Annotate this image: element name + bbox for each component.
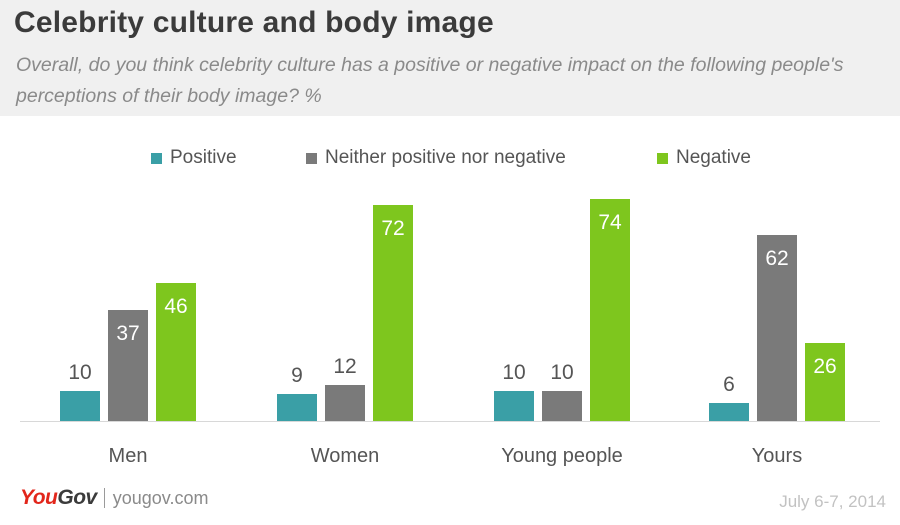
value-label-women-positive: 9 [291, 364, 303, 387]
legend-label-negative: Negative [676, 147, 751, 168]
bar-yours-positive [709, 403, 749, 421]
value-label-yours-negative: 26 [813, 355, 836, 378]
value-label-women-neither-positive-nor-negative: 12 [333, 355, 356, 378]
bar-women-neither-positive-nor-negative [325, 385, 365, 421]
chart-title: Celebrity culture and body image [14, 6, 494, 39]
footer-url: yougov.com [112, 488, 209, 508]
legend-swatch-negative [657, 152, 668, 164]
bar-women-positive [277, 394, 317, 421]
legend-swatch-neither [306, 152, 317, 164]
bar-women-negative [373, 205, 413, 421]
bar-young-people-neither-positive-nor-negative [542, 391, 582, 421]
value-label-men-neither-positive-nor-negative: 37 [116, 322, 139, 345]
bar-yours-negative [805, 343, 845, 421]
value-label-yours-neither-positive-nor-negative: 62 [765, 247, 788, 270]
value-label-women-negative: 72 [381, 217, 404, 240]
category-label-yours: Yours [752, 445, 802, 467]
bar-men-positive [60, 391, 100, 421]
legend-label-neither: Neither positive nor negative [325, 147, 566, 168]
bar-young-people-positive [494, 391, 534, 421]
value-label-young-people-negative: 74 [598, 211, 622, 234]
chart-header: Celebrity culture and body image Overall… [0, 0, 900, 116]
legend-item-positive: Positive [151, 145, 237, 171]
value-label-men-negative: 46 [164, 295, 187, 318]
bar-men-neither-positive-nor-negative [108, 310, 148, 421]
legend-item-negative: Negative [657, 145, 751, 171]
category-label-women: Women [311, 445, 380, 467]
legend-swatch-positive [151, 152, 162, 164]
category-label-men: Men [109, 445, 148, 467]
value-label-young-people-positive: 10 [502, 361, 525, 384]
bar-yours-neither-positive-nor-negative [757, 235, 797, 421]
logo-separator [103, 488, 105, 508]
value-label-young-people-neither-positive-nor-negative: 10 [550, 361, 573, 384]
legend-item-neither: Neither positive nor negative [306, 145, 566, 171]
value-label-men-positive: 10 [68, 361, 91, 384]
bar-men-negative [156, 283, 196, 421]
chart-subtitle: Overall, do you think celebrity culture … [16, 54, 844, 107]
survey-date: July 6-7, 2014 [779, 492, 886, 511]
legend-label-positive: Positive [170, 147, 237, 168]
logo-gov-text: Gov [57, 486, 97, 509]
legend: Positive Neither positive nor negative N… [0, 145, 900, 171]
value-label-yours-positive: 6 [723, 373, 735, 396]
category-label-young-people: Young people [501, 445, 623, 467]
bar-young-people-negative [590, 199, 630, 421]
yougov-logo: You Gov yougov.com [20, 486, 208, 510]
logo-you-text: You [20, 486, 58, 509]
